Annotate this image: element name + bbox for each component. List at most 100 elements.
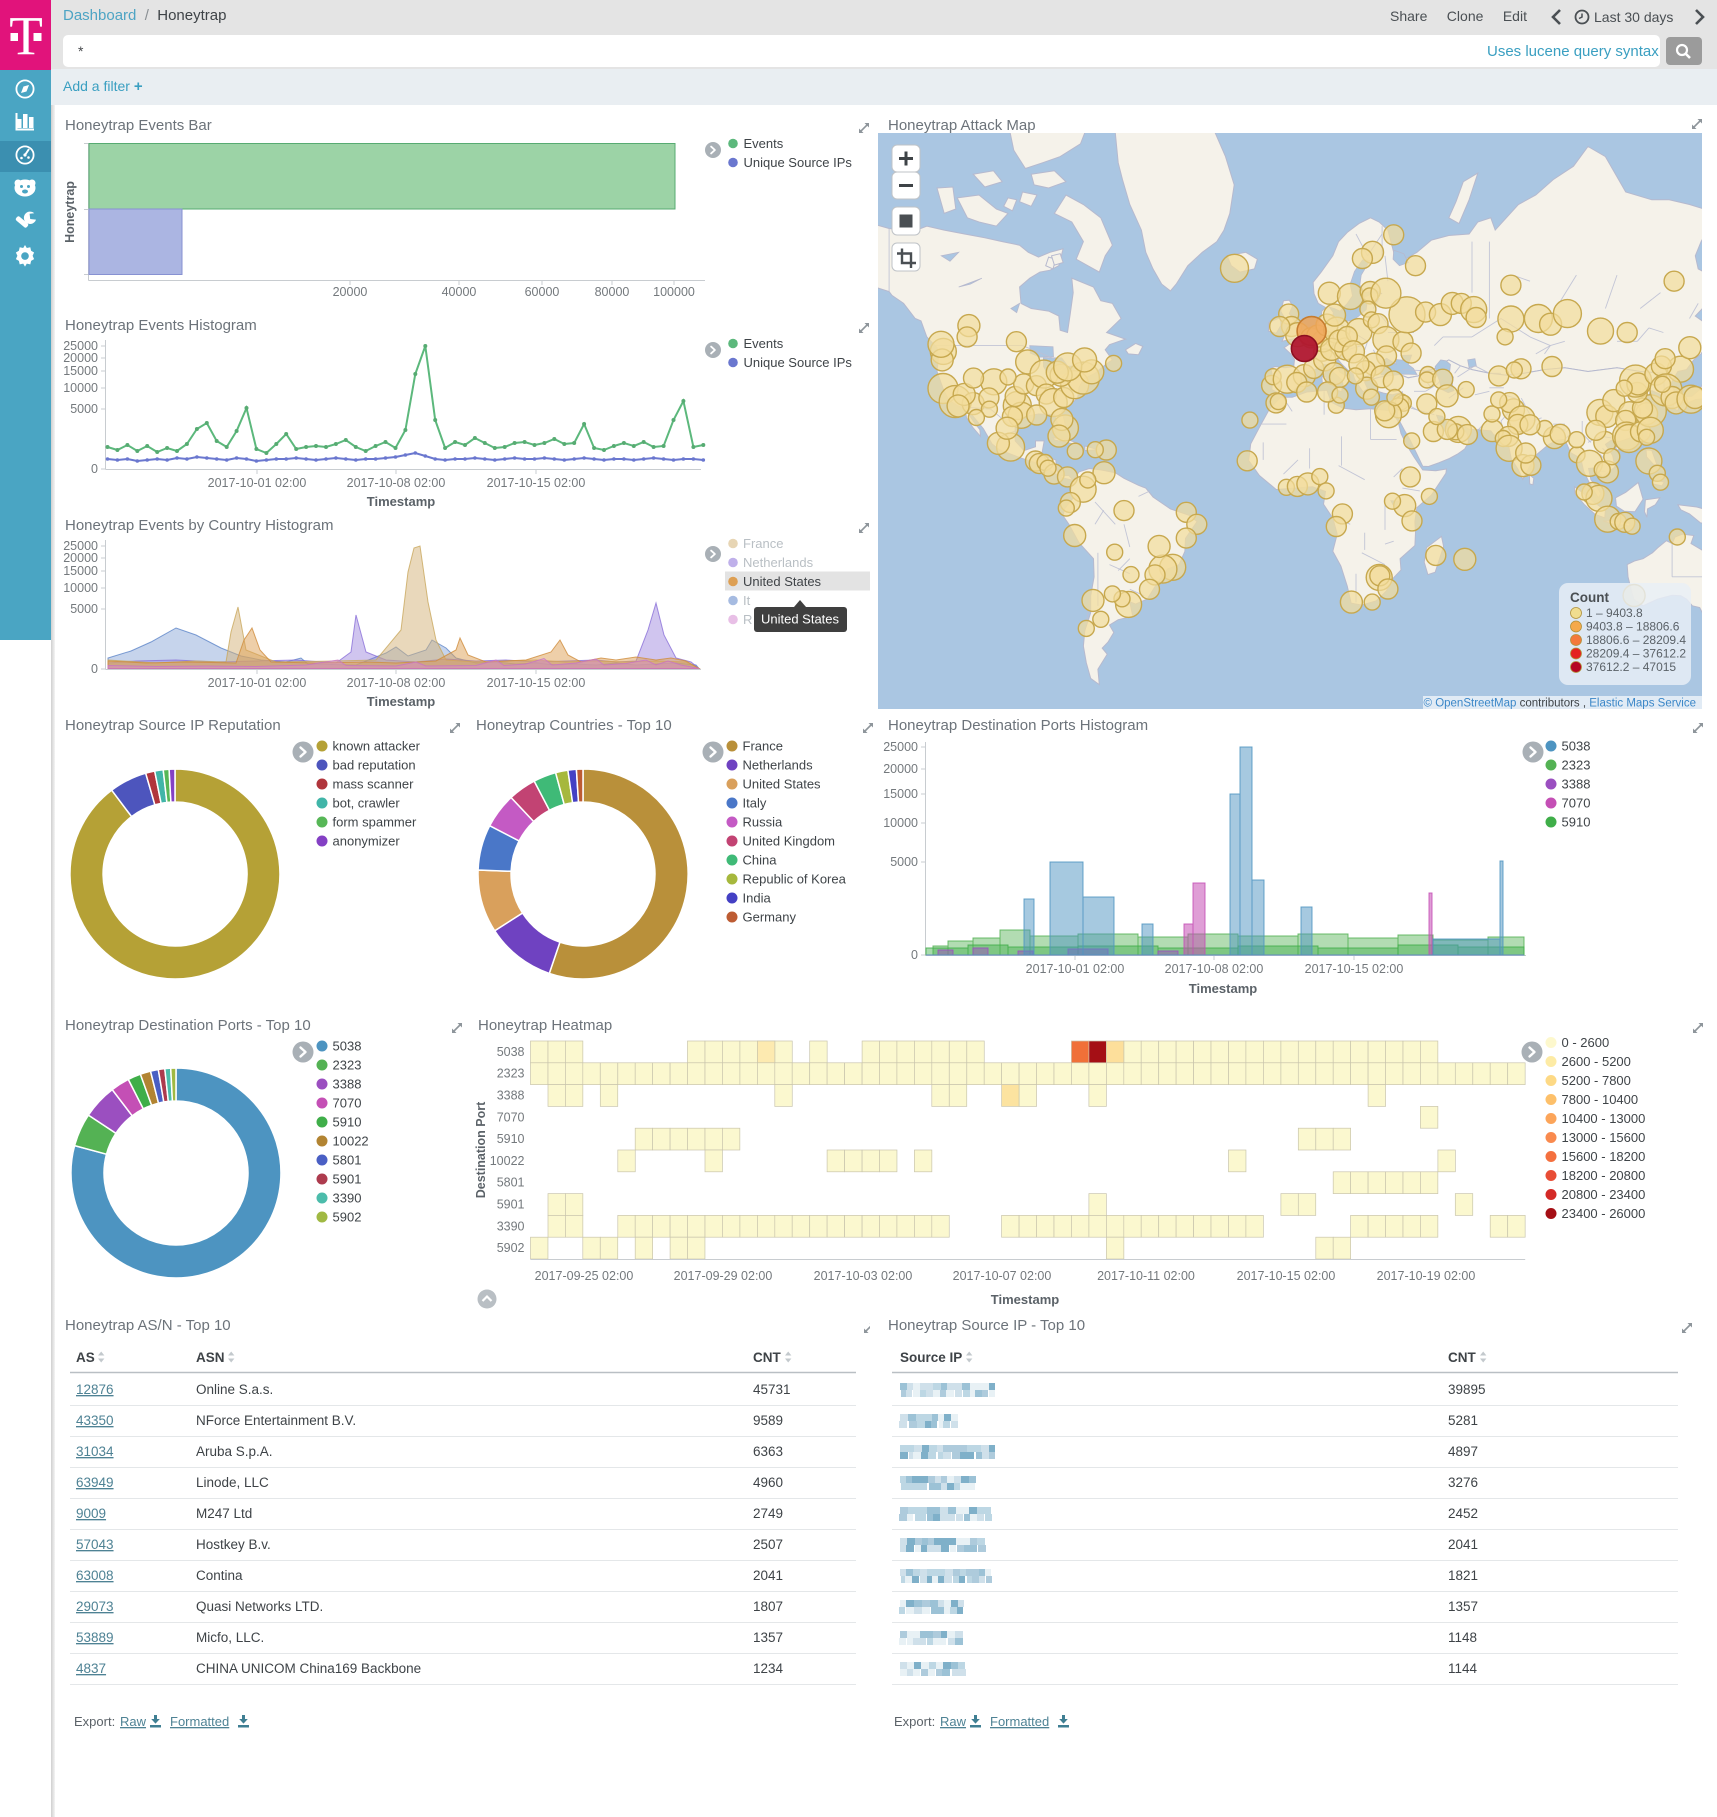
svg-text:20000: 20000 <box>883 762 918 776</box>
svg-text:2041: 2041 <box>1448 1537 1478 1552</box>
svg-text:5910: 5910 <box>497 1132 525 1146</box>
svg-text:CHINA UNICOM China169 Backbone: CHINA UNICOM China169 Backbone <box>196 1661 421 1676</box>
svg-text:Unique Source IPs: Unique Source IPs <box>744 155 853 170</box>
svg-text:1357: 1357 <box>1448 1599 1478 1614</box>
svg-text:18806.6 – 28209.4: 18806.6 – 28209.4 <box>1586 633 1686 647</box>
svg-text:28209.4 – 37612.2: 28209.4 – 37612.2 <box>1586 647 1686 661</box>
svg-text:Germany: Germany <box>743 910 797 925</box>
svg-text:2017-10-15 02:00: 2017-10-15 02:00 <box>1305 962 1404 976</box>
svg-text:5038: 5038 <box>333 1039 362 1054</box>
svg-text:10000: 10000 <box>883 816 918 830</box>
svg-text:2507: 2507 <box>753 1537 783 1552</box>
svg-text:United States: United States <box>761 612 840 627</box>
svg-text:bad reputation: bad reputation <box>333 758 416 773</box>
svg-text:5281: 5281 <box>1448 1413 1478 1428</box>
svg-text:25000: 25000 <box>63 539 98 553</box>
svg-text:63008: 63008 <box>76 1568 114 1583</box>
svg-text:5038: 5038 <box>1562 739 1591 754</box>
svg-text:anonymizer: anonymizer <box>333 834 401 849</box>
svg-text:2017-10-19 02:00: 2017-10-19 02:00 <box>1377 1269 1476 1283</box>
svg-text:1144: 1144 <box>1448 1661 1478 1676</box>
svg-text:France: France <box>743 536 783 551</box>
svg-text:3388: 3388 <box>333 1077 362 1092</box>
svg-text:2323: 2323 <box>333 1058 362 1073</box>
svg-text:100000: 100000 <box>653 285 695 299</box>
svg-text:0: 0 <box>91 662 98 676</box>
svg-text:Contina: Contina <box>196 1568 243 1583</box>
svg-text:5901: 5901 <box>497 1198 525 1212</box>
svg-text:2041: 2041 <box>753 1568 783 1583</box>
svg-text:15000: 15000 <box>63 564 98 578</box>
svg-text:5000: 5000 <box>890 855 918 869</box>
svg-text:3388: 3388 <box>497 1089 525 1103</box>
svg-text:2017-10-01 02:00: 2017-10-01 02:00 <box>1026 962 1125 976</box>
svg-text:2452: 2452 <box>1448 1506 1478 1521</box>
svg-text:Export:: Export: <box>894 1714 935 1729</box>
svg-text:15000: 15000 <box>63 364 98 378</box>
svg-text:39895: 39895 <box>1448 1382 1486 1397</box>
svg-text:2017-10-01 02:00: 2017-10-01 02:00 <box>208 476 307 490</box>
svg-text:10400 - 13000: 10400 - 13000 <box>1562 1111 1646 1126</box>
svg-text:bot, crawler: bot, crawler <box>333 796 401 811</box>
svg-text:Raw: Raw <box>940 1714 967 1729</box>
svg-text:It: It <box>743 593 751 608</box>
svg-text:Quasi Networks LTD.: Quasi Networks LTD. <box>196 1599 323 1614</box>
svg-text:60000: 60000 <box>525 285 560 299</box>
svg-text:Online S.a.s.: Online S.a.s. <box>196 1382 273 1397</box>
svg-text:2017-09-29 02:00: 2017-09-29 02:00 <box>674 1269 773 1283</box>
svg-text:Timestamp: Timestamp <box>1189 981 1257 996</box>
svg-text:Aruba S.p.A.: Aruba S.p.A. <box>196 1444 273 1459</box>
svg-text:2017-10-15 02:00: 2017-10-15 02:00 <box>1237 1269 1336 1283</box>
svg-text:0: 0 <box>91 462 98 476</box>
svg-text:Micfo, LLC.: Micfo, LLC. <box>196 1630 264 1645</box>
svg-text:France: France <box>743 739 783 754</box>
svg-text:18200 - 20800: 18200 - 20800 <box>1562 1168 1646 1183</box>
svg-text:Unique Source IPs: Unique Source IPs <box>744 355 853 370</box>
svg-text:15000: 15000 <box>883 787 918 801</box>
svg-text:CNT: CNT <box>1448 1350 1476 1365</box>
svg-text:2323: 2323 <box>497 1067 525 1081</box>
svg-text:China: China <box>743 853 778 868</box>
svg-text:80000: 80000 <box>595 285 630 299</box>
svg-text:Republic of Korea: Republic of Korea <box>743 872 847 887</box>
svg-text:2017-10-03 02:00: 2017-10-03 02:00 <box>814 1269 913 1283</box>
svg-text:31034: 31034 <box>76 1444 114 1459</box>
svg-text:Timestamp: Timestamp <box>991 1292 1059 1307</box>
svg-text:United Kingdom: United Kingdom <box>743 834 836 849</box>
svg-text:AS: AS <box>76 1350 95 1365</box>
svg-text:2017-09-25 02:00: 2017-09-25 02:00 <box>535 1269 634 1283</box>
svg-text:1357: 1357 <box>753 1630 783 1645</box>
svg-text:Hostkey B.v.: Hostkey B.v. <box>196 1537 271 1552</box>
svg-text:1 – 9403.8: 1 – 9403.8 <box>1586 606 1643 620</box>
svg-text:63949: 63949 <box>76 1475 114 1490</box>
svg-text:2017-10-11 02:00: 2017-10-11 02:00 <box>1097 1269 1195 1283</box>
svg-text:4960: 4960 <box>753 1475 783 1490</box>
svg-text:United States: United States <box>743 574 822 589</box>
svg-text:20000: 20000 <box>63 351 98 365</box>
svg-text:Events: Events <box>744 136 784 151</box>
svg-text:9009: 9009 <box>76 1506 106 1521</box>
svg-text:5801: 5801 <box>333 1153 362 1168</box>
svg-text:known attacker: known attacker <box>333 739 421 754</box>
svg-text:Formatted: Formatted <box>990 1714 1049 1729</box>
svg-text:India: India <box>743 891 772 906</box>
svg-text:2017-10-08 02:00: 2017-10-08 02:00 <box>347 676 446 690</box>
svg-text:0 - 2600: 0 - 2600 <box>1562 1035 1610 1050</box>
svg-text:5038: 5038 <box>497 1045 525 1059</box>
svg-text:Linode, LLC: Linode, LLC <box>196 1475 269 1490</box>
svg-text:Netherlands: Netherlands <box>743 555 814 570</box>
svg-text:1234: 1234 <box>753 1661 784 1676</box>
svg-text:3390: 3390 <box>497 1219 525 1233</box>
svg-text:Raw: Raw <box>120 1714 147 1729</box>
svg-text:2323: 2323 <box>1562 758 1591 773</box>
svg-text:R: R <box>743 612 752 627</box>
svg-text:ASN: ASN <box>196 1350 225 1365</box>
svg-text:2600 - 5200: 2600 - 5200 <box>1562 1054 1631 1069</box>
svg-text:Timestamp: Timestamp <box>367 494 435 509</box>
svg-text:2017-10-01 02:00: 2017-10-01 02:00 <box>208 676 307 690</box>
svg-text:Count: Count <box>1570 590 1609 605</box>
svg-text:2017-10-07 02:00: 2017-10-07 02:00 <box>953 1269 1052 1283</box>
svg-text:5000: 5000 <box>70 402 98 416</box>
svg-text:53889: 53889 <box>76 1630 114 1645</box>
svg-text:4897: 4897 <box>1448 1444 1478 1459</box>
